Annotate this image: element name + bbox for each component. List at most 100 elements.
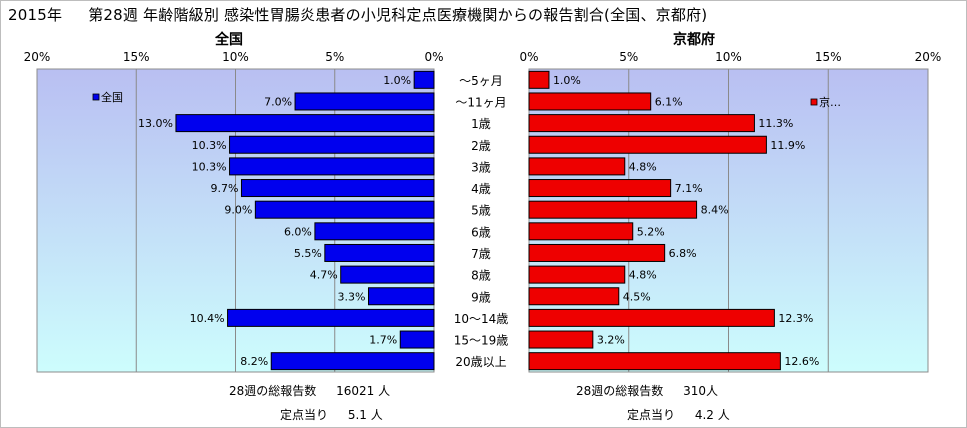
kyoto-data-label: 6.1%	[655, 95, 683, 108]
category-label: 7歳	[471, 247, 491, 261]
kyoto-data-label: 12.6%	[784, 355, 819, 368]
national-bar	[175, 114, 435, 133]
kyoto-legend-swatch	[810, 98, 818, 106]
category-labels: ～5ヶ月 ～11ヶ月 1歳 2歳 3歳 4歳 5歳 6歳 7歳 8歳 9歳 10～14歳 15～19歳 2…	[454, 74, 509, 369]
category-label: 6歳	[471, 225, 491, 239]
national-panel: 20% 15% 10% 5% 0% 全国 1.0% 7.0% 13.0% 10.3% 10.3% 9.…	[24, 31, 444, 373]
national-data-label: 10.4%	[190, 312, 225, 325]
category-label: 1歳	[471, 117, 491, 131]
title-year: 2015年	[8, 6, 63, 24]
national-data-label: 9.7%	[211, 182, 239, 195]
kyoto-bar	[528, 308, 775, 327]
national-bar	[240, 179, 435, 198]
kyoto-bar	[528, 222, 634, 241]
kyoto-bar	[528, 135, 767, 154]
kyoto-bar	[528, 114, 755, 133]
national-bar	[270, 352, 435, 371]
national-data-label: 7.0%	[264, 95, 292, 108]
national-tick-label: 10%	[222, 50, 249, 64]
kyoto-data-label: 3.2%	[597, 334, 625, 347]
national-tick-label: 20%	[24, 50, 51, 64]
kyoto-per-label: 定点当り	[627, 408, 676, 422]
national-bar	[227, 308, 435, 327]
national-tick-label: 15%	[123, 50, 150, 64]
national-data-label: 10.3%	[192, 139, 227, 152]
kyoto-data-label: 4.8%	[629, 160, 657, 173]
kyoto-data-label: 4.5%	[623, 290, 651, 303]
kyoto-legend-label: 京…	[819, 95, 841, 109]
national-total: 28週の総報告数 16021 人	[229, 382, 390, 399]
kyoto-data-label: 11.3%	[758, 117, 793, 130]
title-main: 第28週 年齢階級別 感染性胃腸炎患者の小児科定点医療機関からの報告割合(全国、…	[88, 6, 708, 24]
kyoto-bar	[528, 70, 550, 89]
kyoto-tick-label: 0%	[519, 50, 538, 64]
category-label: 4歳	[471, 182, 491, 196]
national-data-label: 8.2%	[240, 355, 268, 368]
national-per-label: 定点当り	[280, 408, 329, 422]
category-label: 20歳以上	[455, 355, 506, 369]
kyoto-bar	[528, 243, 666, 262]
national-per-site: 定点当り 5.1 人	[280, 406, 383, 423]
national-bar	[314, 222, 435, 241]
national-data-label: 6.0%	[284, 225, 312, 238]
kyoto-bar	[528, 287, 620, 306]
kyoto-data-label: 8.4%	[701, 204, 729, 217]
national-data-label: 4.7%	[310, 269, 338, 282]
national-data-label: 3.3%	[338, 290, 366, 303]
national-data-label: 5.5%	[294, 247, 322, 260]
category-label: ～11ヶ月	[455, 95, 506, 109]
national-legend-swatch	[92, 93, 100, 101]
kyoto-bar	[528, 330, 594, 349]
kyoto-tick-label: 5%	[619, 50, 638, 64]
category-label: 10～14歳	[454, 312, 509, 326]
kyoto-tick-label: 15%	[815, 50, 842, 64]
kyoto-total: 28週の総報告数 310人	[576, 382, 718, 399]
national-total-label: 28週の総報告数	[229, 384, 317, 398]
kyoto-tick-label: 10%	[715, 50, 742, 64]
kyoto-total-value: 310人	[683, 384, 719, 398]
kyoto-data-label: 1.0%	[553, 74, 581, 87]
kyoto-bar	[528, 200, 698, 219]
category-label: 3歳	[471, 160, 491, 174]
national-tick-label: 0%	[424, 50, 443, 64]
national-data-label: 13.0%	[138, 117, 173, 130]
kyoto-data-label: 7.1%	[675, 182, 703, 195]
national-bar	[294, 92, 435, 111]
national-panel-title: 全国	[214, 31, 243, 48]
national-total-value: 16021 人	[336, 384, 391, 398]
national-bar	[367, 287, 435, 306]
chart-title: 2015年 第28週 年齢階級別 感染性胃腸炎患者の小児科定点医療機関からの報告割…	[8, 4, 707, 25]
kyoto-data-label: 12.3%	[778, 312, 813, 325]
national-bar	[324, 243, 435, 262]
kyoto-tick-label: 20%	[915, 50, 942, 64]
national-bar	[229, 157, 435, 176]
national-per-value: 5.1 人	[347, 408, 383, 422]
kyoto-data-label: 4.8%	[629, 269, 657, 282]
national-bar	[399, 330, 435, 349]
national-bar	[229, 135, 435, 154]
category-label: 9歳	[471, 290, 491, 304]
kyoto-data-label: 11.9%	[770, 139, 805, 152]
national-legend-label: 全国	[101, 90, 123, 104]
national-bar	[340, 265, 435, 284]
national-tick-label: 5%	[325, 50, 344, 64]
national-data-label: 9.0%	[224, 204, 252, 217]
national-bar	[413, 70, 435, 89]
category-label: ～5ヶ月	[459, 74, 503, 88]
kyoto-data-label: 5.2%	[637, 225, 665, 238]
kyoto-bar	[528, 179, 672, 198]
kyoto-panel: 0% 5% 10% 15% 20% 京都府 1.0% 6.1% 11.3% 11.9% 4.8% 7.…	[519, 31, 942, 373]
kyoto-panel-title: 京都府	[673, 31, 715, 48]
national-data-label: 1.0%	[383, 74, 411, 87]
kyoto-total-label: 28週の総報告数	[576, 384, 664, 398]
kyoto-per-value: 4.2 人	[694, 408, 730, 422]
national-bar	[254, 200, 435, 219]
national-data-label: 1.7%	[369, 334, 397, 347]
kyoto-data-label: 6.8%	[669, 247, 697, 260]
category-label: 5歳	[471, 204, 491, 218]
kyoto-bar	[528, 265, 626, 284]
kyoto-bar	[528, 92, 652, 111]
category-label: 2歳	[471, 139, 491, 153]
